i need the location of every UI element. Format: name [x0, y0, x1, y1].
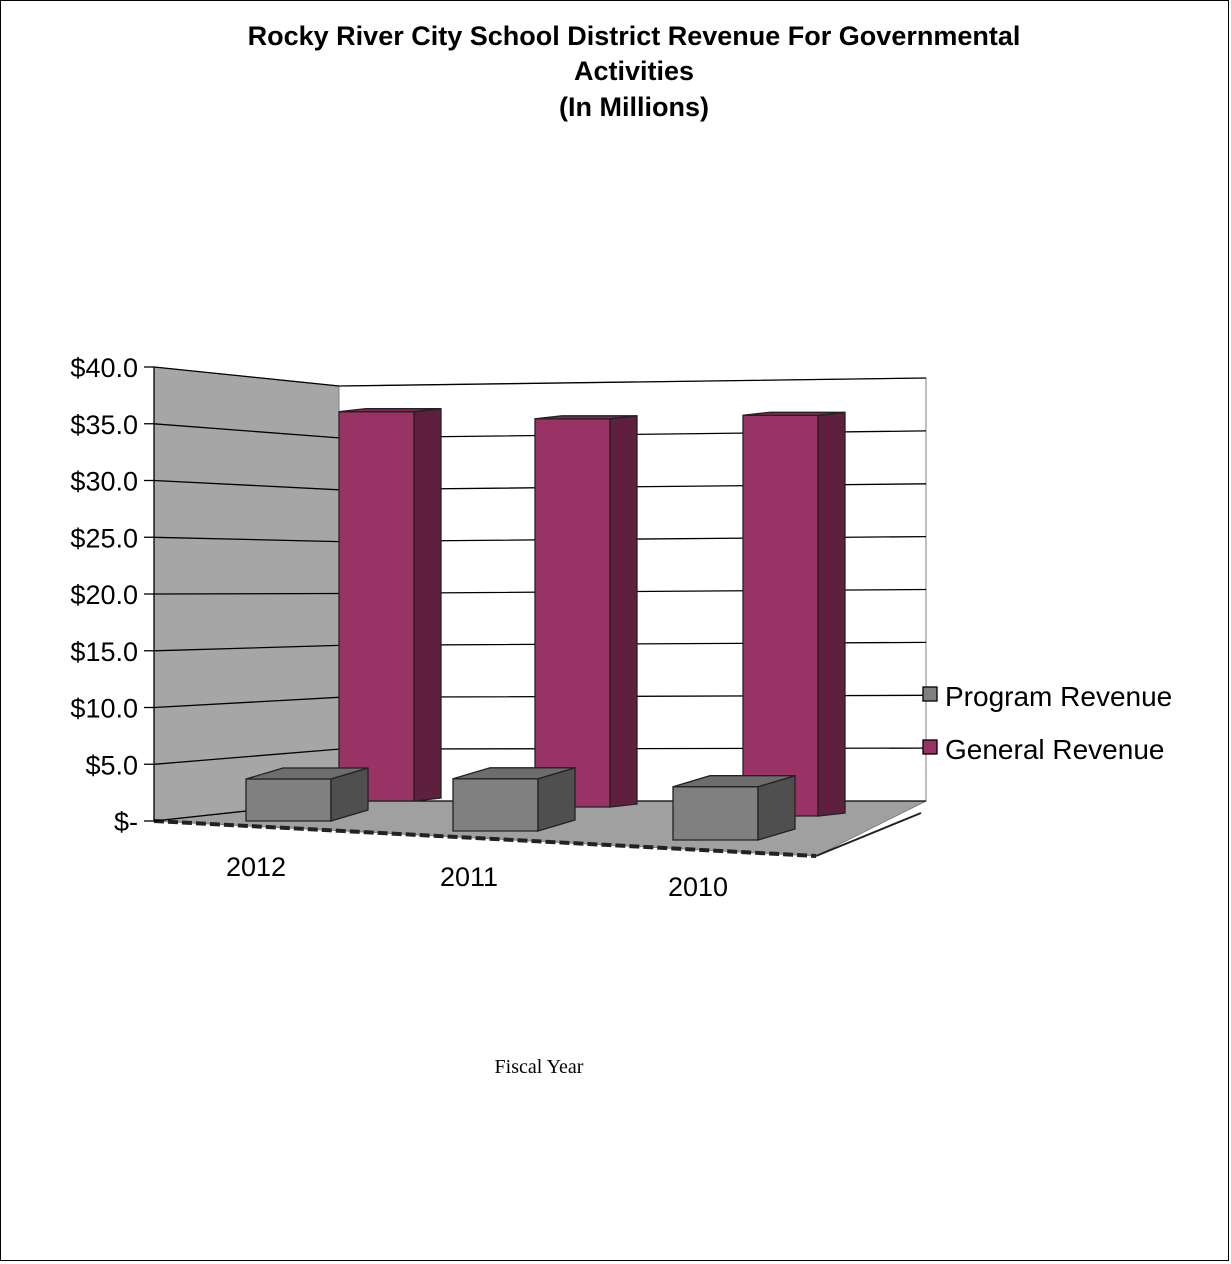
- program-revenue-bar-front: [672, 786, 759, 841]
- general-revenue-bar-front: [338, 411, 415, 802]
- y-axis-ticks: $- $5.0 $10.0 $15.0 $20.0 $25.0 $30.0 $35.0 $40.…: [70, 353, 138, 837]
- program-revenue-bar-front: [245, 778, 332, 822]
- floor-front-edge: [153, 819, 817, 858]
- legend-label: Program Revenue: [945, 681, 1172, 712]
- general-revenue-bar-top: [534, 415, 638, 420]
- y-tick-label: $35.0: [70, 410, 138, 440]
- y-tick-label: $5.0: [85, 750, 138, 780]
- general-revenue-bar-side: [817, 411, 846, 817]
- gridline: [153, 366, 927, 387]
- x-tick-label: 2010: [668, 872, 728, 902]
- program-revenue-bar-top: [452, 767, 576, 780]
- program-revenue-bar-front: [452, 778, 539, 832]
- general-revenue-bar: [534, 415, 638, 808]
- y-tick-label: $-: [114, 807, 138, 837]
- floor-right-edge: [815, 812, 922, 857]
- y-tick-label: $30.0: [70, 467, 138, 497]
- y-tick-label: $20.0: [70, 580, 138, 610]
- bars: [245, 407, 846, 841]
- program-revenue-bar: [672, 774, 796, 841]
- general-revenue-bar-side: [609, 415, 638, 808]
- x-axis-ticks: 2012 2011 2010: [226, 852, 728, 902]
- general-revenue-bar-front: [534, 418, 611, 808]
- x-tick-label: 2011: [440, 862, 498, 892]
- general-revenue-bar-side: [413, 407, 442, 802]
- chart-title: Rocky River City School District Revenue…: [248, 21, 1021, 122]
- program-revenue-bar: [245, 767, 369, 822]
- legend-label: General Revenue: [945, 734, 1164, 765]
- legend-swatch: [922, 686, 938, 702]
- general-revenue-bar-top: [338, 408, 442, 413]
- x-tick-label: 2012: [226, 852, 286, 882]
- chart-title-line-2: Activities: [574, 56, 694, 86]
- x-axis-label: Fiscal Year: [495, 1056, 584, 1078]
- program-revenue-bar: [452, 766, 576, 832]
- chart-title-line-1: Rocky River City School District Revenue…: [248, 21, 1021, 51]
- general-revenue-bar-top: [742, 411, 846, 416]
- legend-swatch: [922, 739, 938, 755]
- chart-title-line-3: (In Millions): [559, 92, 709, 122]
- program-revenue-bar-top: [245, 767, 369, 780]
- general-revenue-bar: [742, 411, 846, 817]
- legend: Program Revenue General Revenue: [922, 681, 1172, 765]
- y-tick-label: $40.0: [70, 353, 138, 383]
- y-tick-label: $15.0: [70, 637, 138, 667]
- y-tick-label: $10.0: [70, 694, 138, 724]
- program-revenue-bar-top: [672, 775, 796, 788]
- general-revenue-bar: [338, 407, 442, 802]
- general-revenue-bar-front: [742, 414, 819, 817]
- y-tick-label: $25.0: [70, 523, 138, 553]
